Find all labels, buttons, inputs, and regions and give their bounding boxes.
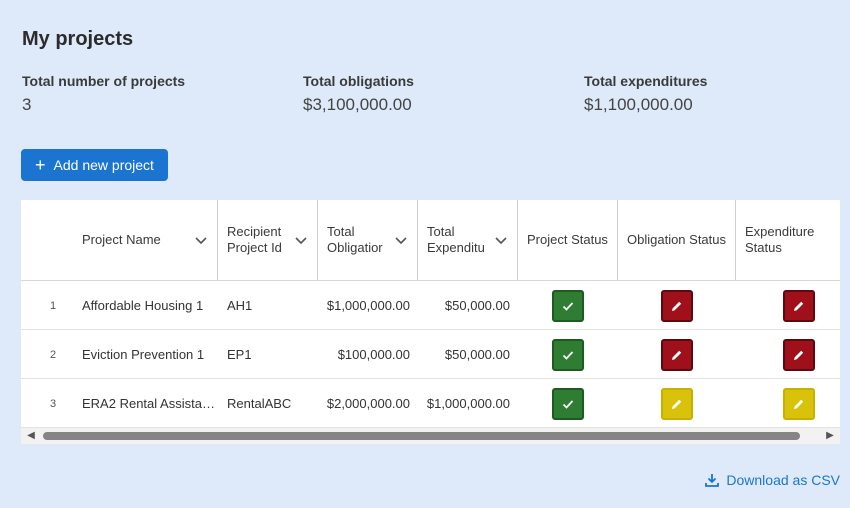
expenditure-status-button[interactable] [783, 388, 815, 420]
check-icon [562, 351, 574, 360]
pencil-icon [672, 399, 682, 409]
stat-total-projects: Total number of projects 3 [22, 73, 185, 115]
cell-total-obligations[interactable]: $1,000,000.00 [326, 298, 410, 313]
cell-total-obligations[interactable]: $2,000,000.00 [326, 396, 410, 411]
scroll-left-arrow-icon[interactable]: ◀ [27, 430, 35, 441]
cell-recipient-id[interactable]: EP1 [227, 347, 252, 362]
cell-project-name[interactable]: ERA2 Rental Assista… [82, 396, 215, 411]
column-header-label: Project Status [527, 232, 608, 247]
project-status-button[interactable] [552, 290, 584, 322]
stat-total-expenditures: Total expenditures $1,100,000.00 [584, 73, 707, 115]
stat-value: 3 [22, 95, 32, 114]
table-row[interactable]: 2 Eviction Prevention 1 EP1 $100,000.00 … [21, 330, 840, 379]
cell-total-expenditures[interactable]: $50,000.00 [444, 298, 510, 313]
row-number: 3 [49, 397, 57, 410]
expenditure-status-button[interactable] [783, 339, 815, 371]
column-header-expenditure-status[interactable]: Expenditure Status [735, 200, 840, 280]
cell-project-name[interactable]: Affordable Housing 1 [82, 298, 204, 313]
column-header-recipient-id[interactable]: Recipient Project Id [217, 200, 318, 280]
add-new-project-button[interactable]: + Add new project [21, 149, 168, 181]
column-header-label: Obligation Status [627, 232, 727, 247]
table-header: Project Name Recipient Project Id Total … [21, 200, 840, 281]
row-number-header [21, 200, 72, 280]
column-header-label: Total Obligatior [327, 224, 383, 255]
pencil-icon [794, 350, 804, 360]
check-icon [562, 302, 574, 311]
column-header-project-status[interactable]: Project Status [517, 200, 618, 280]
chevron-down-icon[interactable] [294, 233, 308, 247]
cell-project-name[interactable]: Eviction Prevention 1 [82, 347, 205, 362]
download-csv-link[interactable]: Download as CSV [704, 472, 840, 488]
obligation-status-button[interactable] [661, 290, 693, 322]
check-icon [562, 400, 574, 409]
cell-recipient-id[interactable]: AH1 [227, 298, 253, 313]
page-title: My projects [22, 28, 134, 50]
expenditure-status-button[interactable] [783, 290, 815, 322]
row-number: 1 [49, 299, 57, 312]
obligation-status-button[interactable] [661, 339, 693, 371]
column-header-label: Total Expenditu [427, 224, 485, 255]
obligation-status-button[interactable] [661, 388, 693, 420]
pencil-icon [672, 301, 682, 311]
projects-table: Project Name Recipient Project Id Total … [21, 200, 840, 444]
stat-value: $1,100,000.00 [584, 95, 693, 114]
cell-recipient-id[interactable]: RentalABC [227, 396, 292, 411]
stat-label: Total obligations [303, 73, 414, 89]
column-header-obligation-status[interactable]: Obligation Status [617, 200, 736, 280]
table-row[interactable]: 1 Affordable Housing 1 AH1 $1,000,000.00… [21, 281, 840, 330]
chevron-down-icon[interactable] [394, 233, 408, 247]
stat-label: Total expenditures [584, 73, 708, 89]
pencil-icon [672, 350, 682, 360]
plus-icon: + [35, 155, 46, 175]
column-header-label: Recipient Project Id [227, 224, 282, 255]
project-status-button[interactable] [552, 388, 584, 420]
column-header-total-obligations[interactable]: Total Obligatior [317, 200, 418, 280]
chevron-down-icon[interactable] [494, 233, 508, 247]
column-header-label: Project Name [82, 232, 161, 247]
pencil-icon [794, 399, 804, 409]
cell-total-expenditures[interactable]: $50,000.00 [444, 347, 510, 362]
cell-total-obligations[interactable]: $100,000.00 [337, 347, 410, 362]
scrollbar-thumb[interactable] [43, 432, 800, 440]
download-csv-label: Download as CSV [726, 472, 840, 488]
add-new-project-label: Add new project [53, 157, 154, 173]
row-number: 2 [49, 348, 57, 361]
scroll-right-arrow-icon[interactable]: ▶ [826, 430, 834, 441]
project-status-button[interactable] [552, 339, 584, 371]
column-header-project-name[interactable]: Project Name [72, 200, 218, 280]
download-icon [705, 474, 720, 487]
chevron-down-icon[interactable] [194, 233, 208, 247]
stat-total-obligations: Total obligations $3,100,000.00 [303, 73, 414, 115]
stat-value: $3,100,000.00 [303, 95, 412, 114]
stat-label: Total number of projects [22, 73, 186, 89]
horizontal-scrollbar[interactable]: ◀ ▶ [21, 428, 840, 444]
column-header-total-expenditures[interactable]: Total Expenditu [417, 200, 518, 280]
column-header-label: Expenditure Status [745, 224, 815, 255]
table-row[interactable]: 3 ERA2 Rental Assista… RentalABC $2,000,… [21, 379, 840, 428]
pencil-icon [794, 301, 804, 311]
cell-total-expenditures[interactable]: $1,000,000.00 [426, 396, 510, 411]
